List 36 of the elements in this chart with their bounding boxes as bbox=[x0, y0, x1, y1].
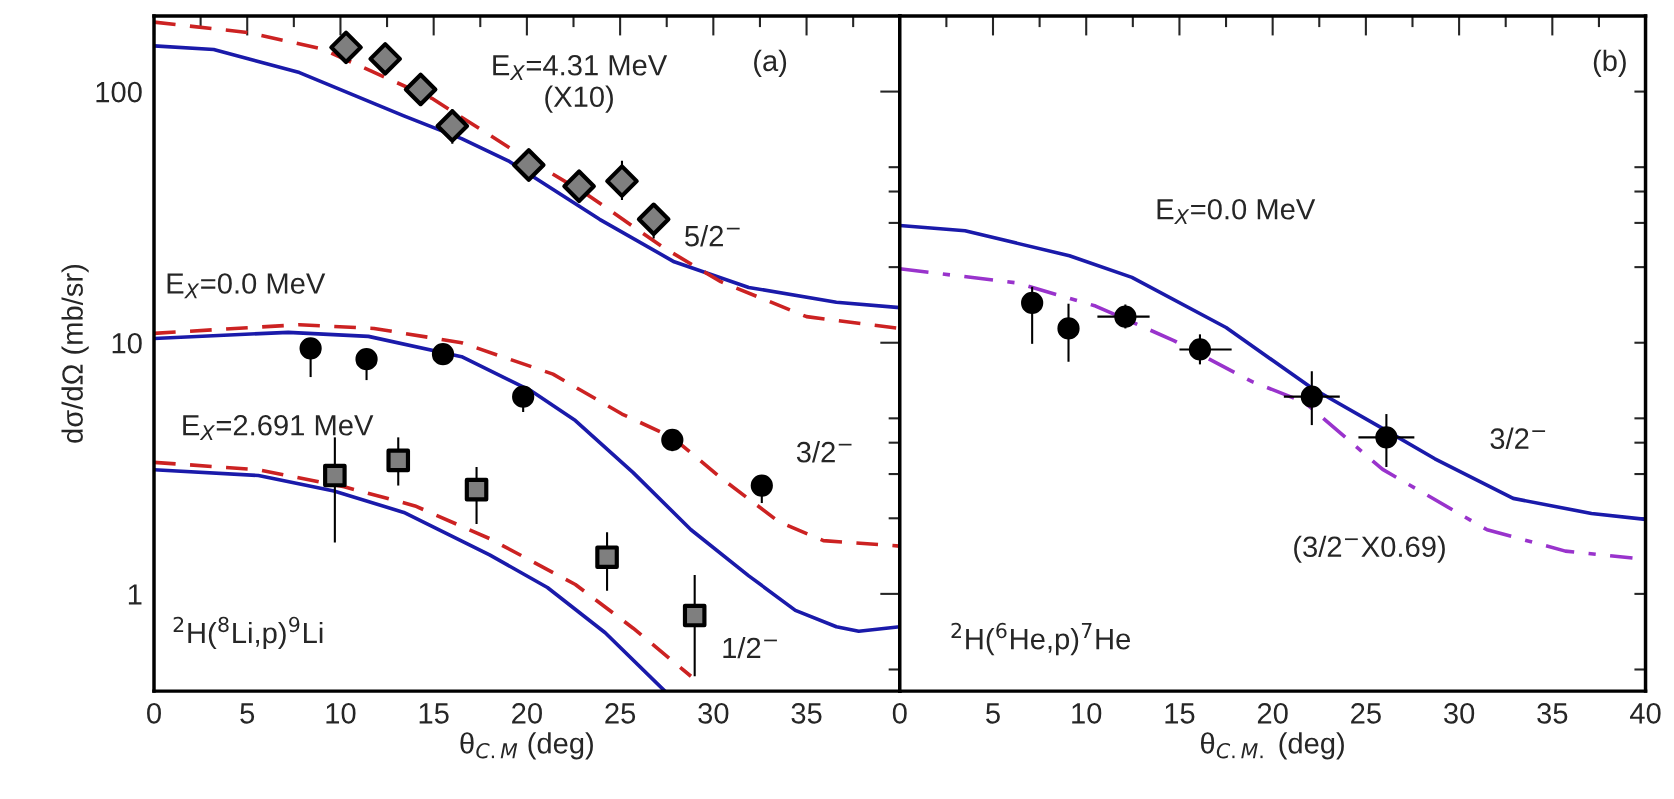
annotation: 5/2$^{−}$ bbox=[685, 225, 740, 247]
x-tick-label: 20 bbox=[512, 703, 542, 724]
annotation: (3/2$^{−}$X0.69) bbox=[1294, 535, 1445, 563]
x-tick-label: 10 bbox=[326, 703, 356, 724]
x-tick-label: 35 bbox=[791, 703, 822, 724]
annotation: (a) bbox=[754, 49, 787, 77]
annotation: 1/2$^{−}$ bbox=[723, 636, 777, 659]
x-tick-label: 25 bbox=[605, 703, 636, 724]
x-tick-label: 30 bbox=[1443, 703, 1475, 724]
y-tick-label: 100 bbox=[96, 81, 142, 103]
x-tick-label: 15 bbox=[419, 703, 449, 724]
y-axis-title: dσ/dΩ (mb/sr) bbox=[61, 264, 89, 443]
x-tick-label: 0 bbox=[892, 703, 907, 724]
annotation: $^{2}$H($^{6}$He,p)$^{7}$He bbox=[951, 622, 1131, 656]
x-tick-label: 25 bbox=[1351, 703, 1381, 724]
annotation: 3/2$^{−}$ bbox=[796, 441, 852, 463]
annotation: E$_{X}$=4.31 MeV (X10) bbox=[493, 54, 668, 113]
annotation: 3/2$^{−}$ bbox=[1490, 427, 1546, 449]
annotation: E$_{X}$=0.0 MeV bbox=[167, 273, 326, 299]
x-tick-label: 35 bbox=[1537, 703, 1568, 724]
x-tick-label: 15 bbox=[1165, 703, 1195, 724]
x-tick-label: 40 bbox=[1629, 703, 1661, 724]
y-tick-label: 10 bbox=[112, 332, 142, 354]
x-tick-label: 20 bbox=[1257, 703, 1288, 724]
y-tick-label: 1 bbox=[128, 584, 142, 605]
x-axis-title: θ$_{C.M.}$ (deg) bbox=[1200, 732, 1344, 760]
x-axis-title: θ$_{C.M}$ (deg) bbox=[460, 732, 593, 760]
annotation: (b) bbox=[1593, 49, 1626, 77]
x-tick-label: 5 bbox=[986, 703, 1000, 724]
x-tick-label: 5 bbox=[240, 703, 255, 724]
annotation: E$_{X}$=0.0 MeV bbox=[1157, 198, 1316, 225]
x-tick-label: 0 bbox=[147, 703, 161, 724]
x-tick-label: 30 bbox=[698, 703, 729, 724]
annotation: E$_{X}$=2.691 MeV bbox=[183, 414, 374, 441]
x-tick-label: 10 bbox=[1072, 703, 1102, 724]
annotation: $^{2}$H($^{8}$Li,p)$^{9}$Li bbox=[173, 616, 323, 650]
